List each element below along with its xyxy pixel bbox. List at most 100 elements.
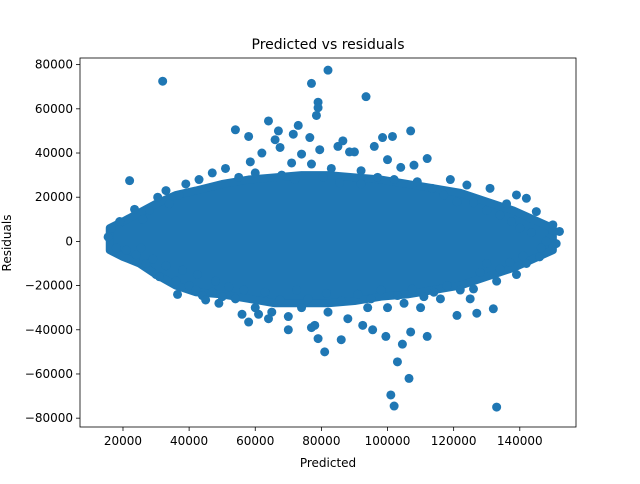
x-tick-label: 100000 bbox=[365, 434, 411, 448]
data-point bbox=[419, 292, 429, 302]
data-point bbox=[244, 317, 254, 327]
data-point bbox=[455, 285, 465, 295]
data-point bbox=[138, 214, 148, 224]
data-point bbox=[412, 177, 422, 187]
data-point bbox=[472, 308, 482, 318]
data-point bbox=[333, 141, 343, 151]
data-point bbox=[293, 120, 303, 130]
data-point bbox=[161, 261, 171, 271]
data-point bbox=[551, 239, 561, 249]
data-point bbox=[336, 335, 346, 345]
data-point bbox=[358, 320, 368, 330]
data-point bbox=[468, 198, 478, 208]
data-point bbox=[164, 199, 174, 209]
data-point bbox=[321, 288, 331, 298]
data-point bbox=[306, 323, 316, 333]
data-point bbox=[263, 314, 273, 324]
plot-frame bbox=[79, 57, 577, 428]
data-point bbox=[422, 331, 432, 341]
data-point bbox=[505, 257, 515, 267]
y-tick-label: 40000 bbox=[35, 146, 73, 160]
data-point bbox=[326, 163, 336, 173]
data-point bbox=[184, 281, 194, 291]
data-point bbox=[283, 312, 293, 322]
data-point bbox=[121, 245, 131, 255]
y-axis-ticks: −80000 −60000 −40000 −20000 0 20000 40000 60000… bbox=[25, 58, 80, 425]
data-point bbox=[201, 295, 211, 305]
data-point bbox=[161, 186, 171, 196]
x-axis-ticks: 20000 40000 60000 80000 100000 120000 140000 bbox=[104, 427, 543, 448]
data-point bbox=[468, 284, 478, 294]
x-axis-label: Predicted bbox=[300, 456, 356, 470]
data-point bbox=[260, 287, 270, 297]
data-point bbox=[148, 254, 158, 264]
data-point bbox=[297, 303, 307, 313]
data-point bbox=[336, 296, 346, 306]
data-point bbox=[297, 149, 307, 159]
data-point bbox=[306, 78, 316, 88]
y-tick-label: 20000 bbox=[35, 190, 73, 204]
y-axis-label: Residuals bbox=[0, 215, 14, 272]
data-point bbox=[376, 285, 386, 295]
data-point bbox=[173, 289, 183, 299]
data-point bbox=[275, 295, 285, 305]
data-point bbox=[452, 310, 462, 320]
data-point bbox=[507, 217, 517, 227]
data-point bbox=[356, 166, 366, 176]
data-point bbox=[141, 258, 151, 268]
data-point bbox=[153, 192, 163, 202]
y-tick-label: 80000 bbox=[35, 58, 73, 72]
data-point bbox=[270, 135, 280, 145]
data-point bbox=[526, 228, 536, 238]
data-point bbox=[136, 243, 146, 253]
data-point bbox=[381, 331, 391, 341]
data-point bbox=[416, 303, 426, 313]
data-point bbox=[292, 285, 302, 295]
data-point bbox=[475, 267, 485, 277]
data-point bbox=[536, 243, 546, 253]
data-point bbox=[315, 145, 325, 155]
data-point bbox=[178, 265, 188, 275]
data-point bbox=[313, 334, 323, 344]
y-tick-label: −20000 bbox=[25, 279, 73, 293]
data-point bbox=[383, 303, 393, 313]
data-point bbox=[368, 325, 378, 335]
data-point bbox=[465, 294, 475, 304]
data-point bbox=[502, 199, 512, 209]
data-point bbox=[378, 133, 388, 143]
data-point bbox=[409, 160, 419, 170]
data-point bbox=[439, 190, 449, 200]
data-point bbox=[392, 357, 402, 367]
data-point bbox=[373, 172, 383, 182]
data-point bbox=[462, 180, 472, 190]
data-point bbox=[263, 116, 273, 126]
data-point bbox=[103, 232, 113, 242]
data-point bbox=[541, 236, 551, 246]
data-point bbox=[369, 141, 379, 151]
data-point bbox=[267, 307, 277, 317]
data-point bbox=[275, 142, 285, 152]
x-tick-label: 20000 bbox=[104, 434, 142, 448]
data-point bbox=[237, 309, 247, 319]
data-point bbox=[320, 347, 330, 357]
data-point bbox=[488, 304, 498, 314]
y-tick-label: −60000 bbox=[25, 367, 73, 381]
data-point bbox=[335, 178, 345, 188]
data-point bbox=[158, 76, 168, 86]
data-point bbox=[323, 307, 333, 317]
data-point bbox=[288, 129, 298, 139]
data-point bbox=[230, 125, 240, 135]
data-point bbox=[306, 159, 316, 169]
data-point bbox=[194, 175, 204, 185]
data-point bbox=[174, 190, 184, 200]
data-point bbox=[171, 276, 181, 286]
data-point bbox=[406, 126, 416, 136]
data-point bbox=[239, 285, 249, 295]
data-point bbox=[106, 223, 116, 233]
data-point bbox=[452, 197, 462, 207]
data-point bbox=[245, 157, 255, 167]
data-point bbox=[207, 287, 217, 297]
data-point bbox=[397, 339, 407, 349]
data-point bbox=[130, 204, 140, 214]
